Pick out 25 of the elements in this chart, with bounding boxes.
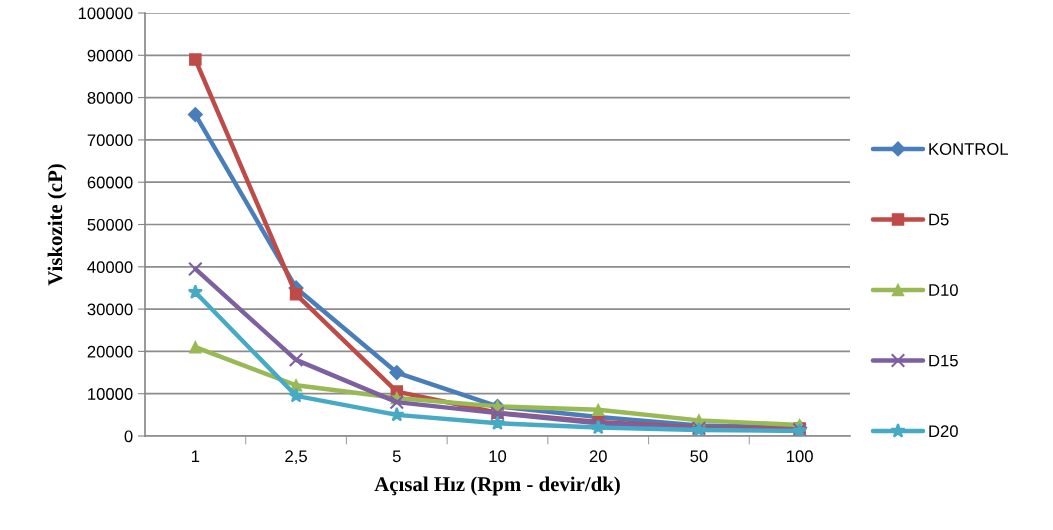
x-axis-title: Açısal Hız (Rpm - devir/dk)	[374, 476, 620, 496]
x-tick-label: 50	[690, 450, 708, 463]
y-tick-label: 60000	[87, 176, 133, 189]
y-axis-title: Viskozite (cP)	[47, 164, 67, 286]
y-tick-label: 10000	[88, 388, 133, 400]
y-tick-label: 20000	[87, 345, 133, 358]
legend-label: D20	[929, 425, 958, 438]
y-tick-label: 40000	[87, 261, 133, 273]
x-tick-label: 20	[589, 450, 607, 463]
y-tick-label: 90000	[87, 49, 133, 62]
x-tick-label: 10	[489, 450, 507, 463]
legend-label: KONTROL	[929, 143, 1009, 155]
y-tick-label: 50000	[87, 218, 133, 231]
y-tick-label: 70000	[87, 134, 133, 147]
legend-label: D15	[929, 354, 958, 367]
x-tick-label: 1	[191, 450, 200, 462]
y-tick-label: 0	[124, 430, 133, 443]
y-tick-label: 30000	[87, 303, 133, 316]
y-tick-label: 100000	[78, 7, 133, 20]
x-tick-label: 100	[787, 450, 813, 463]
y-tick-label: 80000	[87, 92, 133, 104]
legend-label: D5	[929, 213, 949, 226]
legend-label: D10	[929, 284, 958, 296]
x-tick-label: 2,5	[285, 450, 307, 465]
x-tick-label: 5	[392, 450, 401, 463]
